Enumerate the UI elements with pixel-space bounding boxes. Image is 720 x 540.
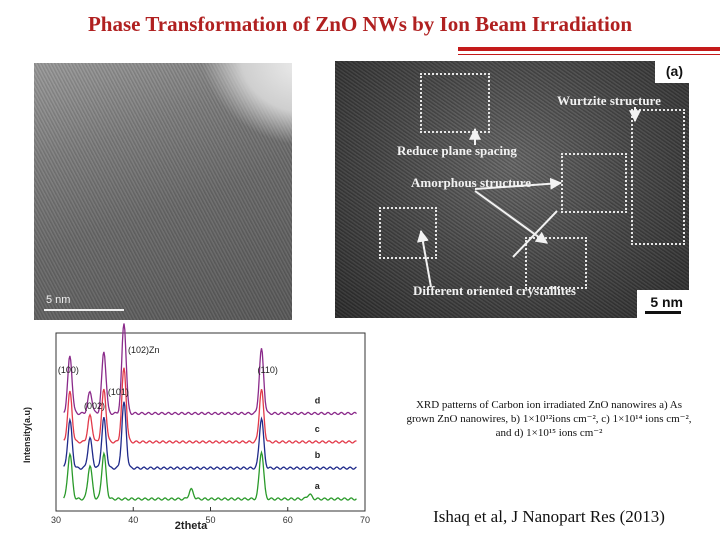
xrd-series-d xyxy=(63,323,357,416)
xrd-series-c xyxy=(63,367,357,444)
caption-line-2: grown ZnO nanowires, b) 1×10¹²ions cm⁻²,… xyxy=(406,413,692,425)
label-amorphous: Amorphous structure xyxy=(411,175,532,190)
xrd-peak-label: (100) xyxy=(58,365,79,375)
label-oriented-crystallites: Different oriented crystallites xyxy=(413,283,576,298)
xrd-series-a xyxy=(63,450,357,501)
tem-right-scale-bar xyxy=(645,311,681,314)
tem-image-right: (a) Wurtzite structure Reduce plane spac… xyxy=(335,61,689,318)
x-tick-label: 60 xyxy=(283,515,293,525)
x-tick-label: 40 xyxy=(128,515,138,525)
box-wurtzite xyxy=(631,109,685,245)
box-crystallite-left xyxy=(379,207,437,259)
tem-right-scale-label: 5 nm xyxy=(650,294,683,310)
xrd-series-label-c: c xyxy=(315,424,320,434)
xrd-chart: 30 40 50 60 70 a b c d (100) (002)(101) (102)Zn (110… xyxy=(20,323,372,535)
xrd-series-b xyxy=(63,401,357,470)
label-wurtzite: Wurtzite structure xyxy=(557,93,661,108)
panel-label: (a) xyxy=(665,63,683,79)
xrd-peak-label: (101) xyxy=(108,387,129,397)
figure-caption: XRD patterns of Carbon ion irradiated Zn… xyxy=(380,398,718,440)
tem-left-scale-bar xyxy=(44,309,124,311)
title-rule-thick xyxy=(458,47,720,51)
panel-label-background xyxy=(655,61,689,83)
xrd-y-axis-label: Intensity(a.u) xyxy=(22,407,32,463)
label-reduce-spacing: Reduce plane spacing xyxy=(397,143,517,158)
slide-title: Phase Transformation of ZnO NWs by Ion B… xyxy=(87,12,633,36)
annotation-arrows xyxy=(416,107,641,288)
caption-line-3: and d) 1×10¹⁵ ions cm⁻² xyxy=(495,427,603,439)
x-tick-label: 50 xyxy=(205,515,215,525)
caption-line-1: XRD patterns of Carbon ion irradiated Zn… xyxy=(415,399,683,411)
tem-image-left: 5 nm xyxy=(34,63,292,320)
xrd-series-label-a: a xyxy=(315,481,321,491)
xrd-x-axis-label: 2theta xyxy=(175,520,208,532)
xrd-peak-label: (002) xyxy=(84,401,105,411)
x-tick-label: 30 xyxy=(51,515,61,525)
tem-left-bright-corner xyxy=(177,63,292,154)
box-crystallite-right xyxy=(525,237,587,289)
xrd-peak-label: (110) xyxy=(257,365,277,375)
title-rule-thin xyxy=(458,54,720,55)
x-tick-label: 70 xyxy=(360,515,370,525)
tem-left-scale-label: 5 nm xyxy=(46,294,71,306)
box-reduce-spacing xyxy=(420,73,490,133)
citation: Ishaq et al, J Nanopart Res (2013) xyxy=(433,507,665,526)
xrd-series-label-b: b xyxy=(315,450,321,460)
xrd-series-label-d: d xyxy=(315,395,321,405)
xrd-peak-label: (102)Zn xyxy=(128,345,160,355)
